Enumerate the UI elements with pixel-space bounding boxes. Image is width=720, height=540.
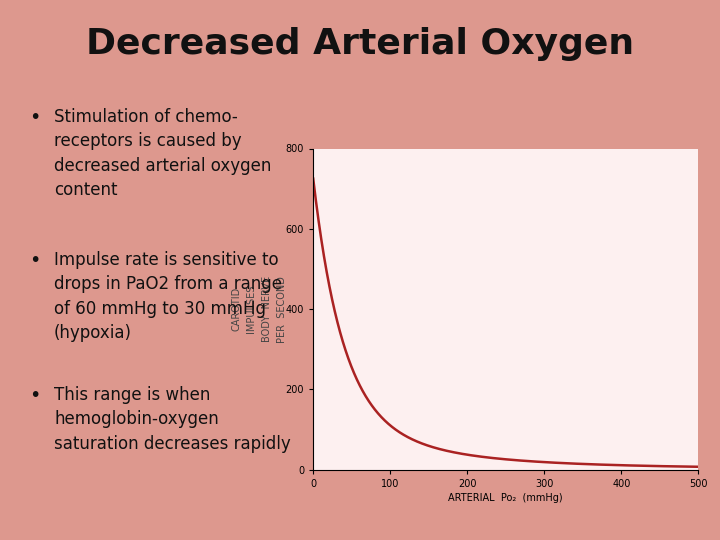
Text: •: • — [29, 251, 40, 270]
Text: •: • — [29, 108, 40, 127]
Text: BODY  NERVE
PER  SECOND: BODY NERVE PER SECOND — [262, 276, 287, 342]
Text: This range is when
hemoglobin-oxygen
saturation decreases rapidly: This range is when hemoglobin-oxygen sat… — [54, 386, 291, 453]
X-axis label: ARTERIAL  Po₂  (mmHg): ARTERIAL Po₂ (mmHg) — [449, 493, 563, 503]
Text: Stimulation of chemo-
receptors is caused by
decreased arterial oxygen
content: Stimulation of chemo- receptors is cause… — [54, 108, 271, 199]
Text: CAROTID
IMPULSES: CAROTID IMPULSES — [231, 285, 256, 333]
Text: Decreased Arterial Oxygen: Decreased Arterial Oxygen — [86, 27, 634, 61]
Text: Impulse rate is sensitive to
drops in PaO2 from a range
of 60 mmHg to 30 mmHg
(h: Impulse rate is sensitive to drops in Pa… — [54, 251, 282, 342]
Text: •: • — [29, 386, 40, 405]
